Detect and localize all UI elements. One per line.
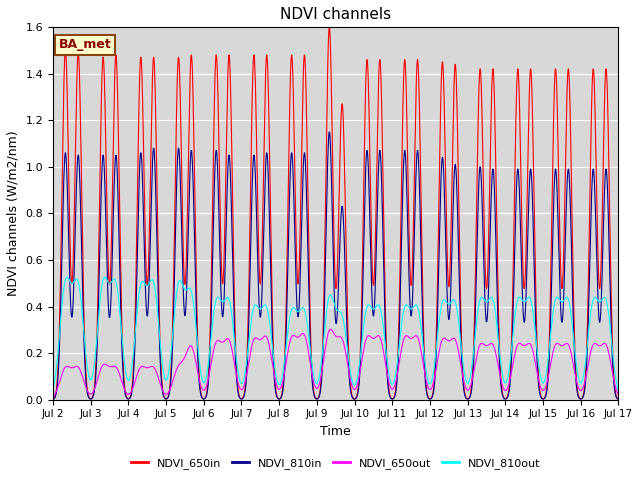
X-axis label: Time: Time: [321, 425, 351, 438]
Legend: NDVI_650in, NDVI_810in, NDVI_650out, NDVI_810out: NDVI_650in, NDVI_810in, NDVI_650out, NDV…: [127, 454, 545, 473]
Y-axis label: NDVI channels (W/m2/nm): NDVI channels (W/m2/nm): [7, 131, 20, 296]
Title: NDVI channels: NDVI channels: [280, 7, 391, 22]
Text: BA_met: BA_met: [59, 38, 111, 51]
